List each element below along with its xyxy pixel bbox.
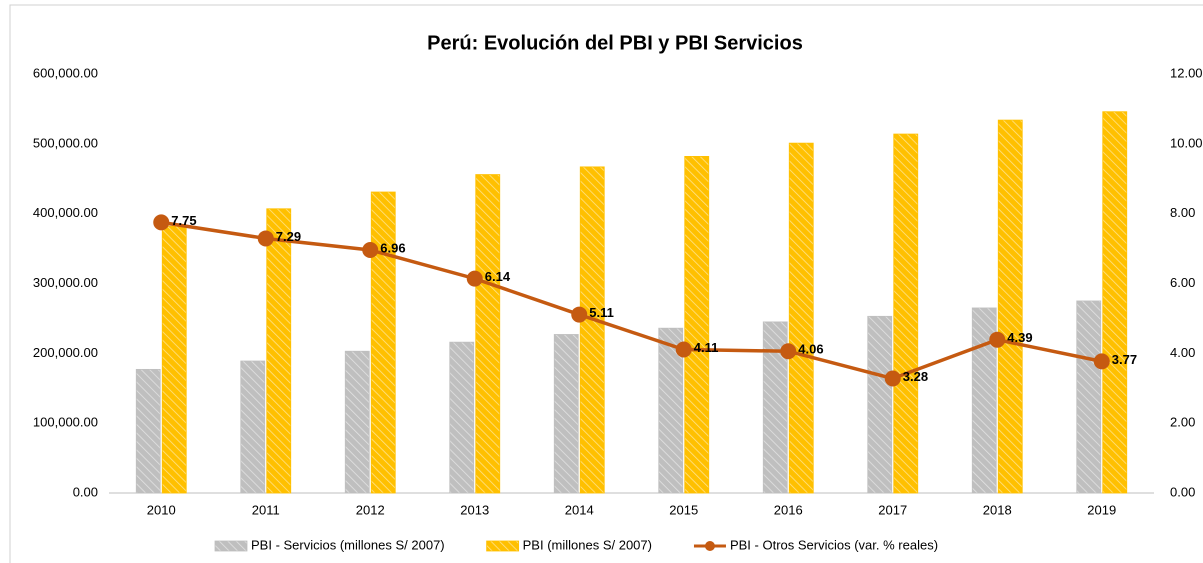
y2-tick-label: 4.00 xyxy=(1170,345,1195,360)
bar xyxy=(240,360,266,494)
data-label: 6.14 xyxy=(485,269,511,284)
bar xyxy=(997,119,1023,494)
y-tick-label: 200,000.00 xyxy=(33,345,98,360)
data-label: 4.39 xyxy=(1007,330,1032,345)
y2-tick-label: 8.00 xyxy=(1170,205,1195,220)
line-marker xyxy=(466,270,483,287)
line-marker xyxy=(780,343,797,360)
data-label: 4.11 xyxy=(694,340,719,355)
data-label: 7.29 xyxy=(276,229,301,244)
y-tick-label: 100,000.00 xyxy=(33,415,98,430)
y2-tick-label: 10.00 xyxy=(1170,135,1203,150)
data-label: 6.96 xyxy=(380,240,405,255)
legend-label: PBI - Servicios (millones S/ 2007) xyxy=(251,537,445,552)
x-tick-label: 2011 xyxy=(252,502,280,517)
y2-tick-label: 0.00 xyxy=(1170,484,1195,499)
line-marker xyxy=(257,230,274,247)
legend-swatch xyxy=(486,540,520,552)
x-tick-label: 2019 xyxy=(1087,502,1116,517)
data-label: 3.28 xyxy=(903,369,928,384)
y2-tick-label: 12.00 xyxy=(1170,65,1203,80)
bar xyxy=(579,166,605,494)
x-tick-label: 2016 xyxy=(774,502,803,517)
x-tick-label: 2015 xyxy=(669,502,698,517)
x-tick-label: 2018 xyxy=(983,502,1012,517)
data-label: 7.75 xyxy=(171,213,196,228)
bar xyxy=(266,208,292,494)
bar xyxy=(475,174,501,494)
x-tick-label: 2017 xyxy=(878,502,907,517)
y2-tick-label: 2.00 xyxy=(1170,415,1195,430)
y-tick-label: 0.00 xyxy=(73,484,98,499)
legend-swatch xyxy=(214,540,248,552)
bar xyxy=(1102,111,1128,494)
data-label: 3.77 xyxy=(1112,352,1137,367)
line-marker xyxy=(675,341,692,358)
bar xyxy=(893,133,919,494)
line xyxy=(160,220,1103,381)
y-tick-label: 300,000.00 xyxy=(33,275,98,290)
y-tick-label: 600,000.00 xyxy=(33,65,98,80)
line-marker xyxy=(884,370,901,387)
x-tick-label: 2010 xyxy=(147,502,176,517)
line-marker xyxy=(153,214,170,231)
bar xyxy=(684,156,710,494)
bar xyxy=(1076,300,1102,494)
bar xyxy=(135,368,161,494)
legend-label: PBI (millones S/ 2007) xyxy=(523,537,652,552)
chart-title: Perú: Evolución del PBI y PBI Servicios xyxy=(427,32,803,54)
y-tick-label: 400,000.00 xyxy=(33,205,98,220)
legend-label: PBI - Otros Servicios (var. % reales) xyxy=(730,537,938,552)
bar xyxy=(449,341,475,494)
y2-tick-label: 6.00 xyxy=(1170,275,1195,290)
x-tick-label: 2012 xyxy=(356,502,385,517)
bar xyxy=(344,350,370,494)
bar xyxy=(788,142,814,494)
x-tick-label: 2013 xyxy=(460,502,489,517)
legend-marker xyxy=(704,541,715,551)
data-label: 4.06 xyxy=(798,342,823,357)
x-tick-label: 2014 xyxy=(565,502,594,517)
line-marker xyxy=(989,331,1006,348)
line-marker xyxy=(1093,353,1110,370)
y-tick-label: 500,000.00 xyxy=(33,135,98,150)
bar xyxy=(553,334,579,494)
chart-frame xyxy=(9,4,1203,563)
line-marker xyxy=(571,306,588,323)
bar xyxy=(370,191,396,494)
data-label: 5.11 xyxy=(589,305,614,320)
bar xyxy=(867,315,893,494)
bar xyxy=(161,225,187,494)
line-marker xyxy=(362,241,379,258)
